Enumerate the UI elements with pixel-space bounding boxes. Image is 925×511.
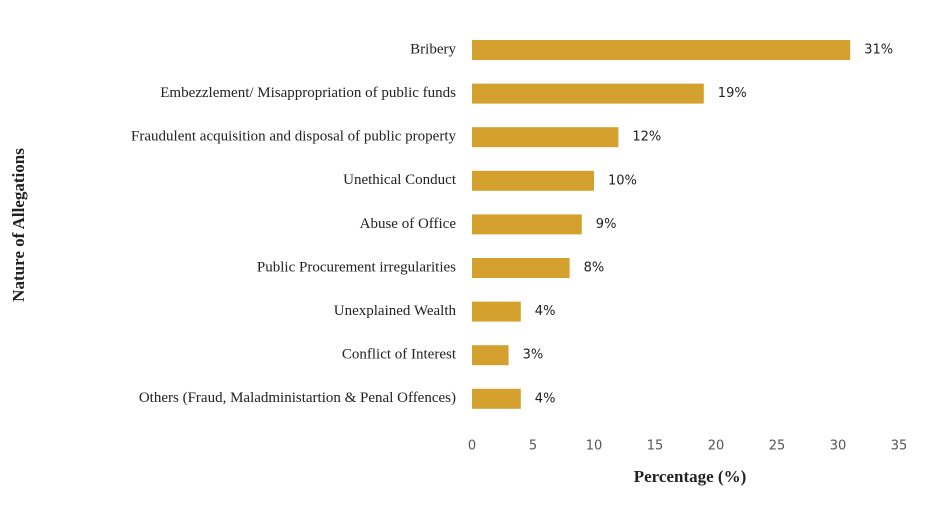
data-label: 31% <box>864 43 893 58</box>
y-tick-label: Others (Fraud, Maladministartion & Penal… <box>139 390 456 406</box>
data-label: 8% <box>584 261 605 276</box>
x-tick-label: 30 <box>830 439 847 454</box>
data-label: 12% <box>632 130 661 145</box>
y-tick-label: Public Procurement irregularities <box>257 259 456 275</box>
x-tick-label: 5 <box>529 439 537 454</box>
x-tick-label: 20 <box>708 439 725 454</box>
data-label: 4% <box>535 304 556 319</box>
bar <box>472 345 509 366</box>
data-label: 10% <box>608 173 637 188</box>
bar <box>472 388 521 409</box>
y-tick-label: Unexplained Wealth <box>334 303 457 319</box>
y-tick-label: Embezzlement/ Misappropriation of public… <box>160 85 456 101</box>
bar <box>472 301 521 322</box>
bar <box>472 170 594 191</box>
y-tick-label: Unethical Conduct <box>343 172 457 188</box>
data-label: 9% <box>596 217 617 232</box>
x-tick-label: 25 <box>769 439 786 454</box>
bar <box>472 40 851 60</box>
x-axis-label: Percentage (%) <box>634 467 747 486</box>
y-axis-label: Nature of Allegations <box>9 148 28 302</box>
x-tick-label: 10 <box>586 439 603 454</box>
bar <box>472 258 570 278</box>
x-tick-label: 0 <box>468 439 476 454</box>
x-tick-label: 35 <box>891 439 908 454</box>
bar <box>472 83 704 104</box>
y-tick-label: Bribery <box>410 41 456 57</box>
data-label: 4% <box>535 391 556 406</box>
x-tick-label: 15 <box>647 439 664 454</box>
y-tick-label: Fraudulent acquisition and disposal of p… <box>131 129 456 145</box>
data-label: 3% <box>523 348 544 363</box>
bar <box>472 214 582 235</box>
y-tick-label: Conflict of Interest <box>342 347 457 363</box>
data-label: 19% <box>718 86 747 101</box>
y-tick-label: Abuse of Office <box>360 216 457 232</box>
bar <box>472 127 619 148</box>
